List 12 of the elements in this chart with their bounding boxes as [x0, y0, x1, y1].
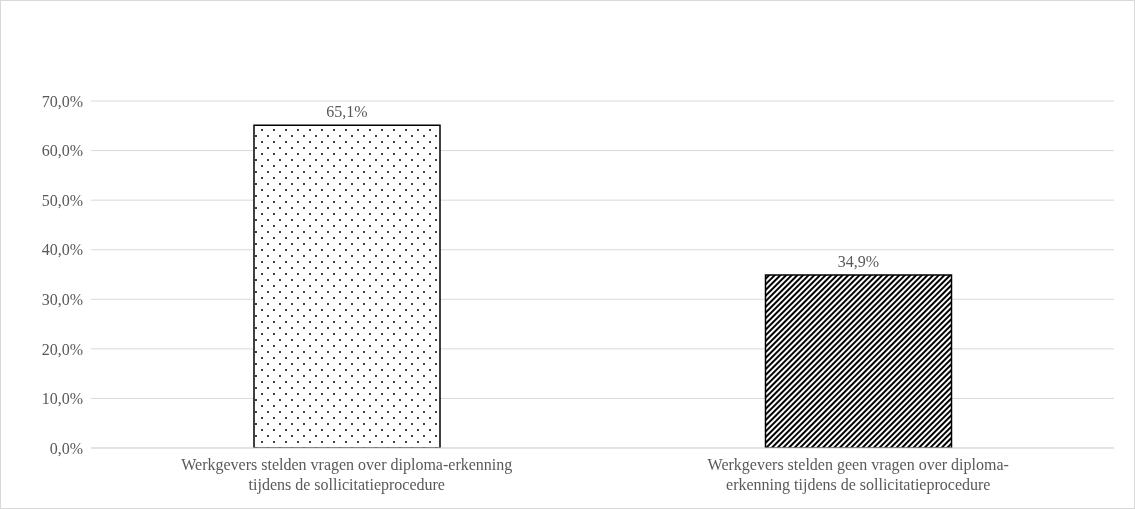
y-tick-label: 10,0% [41, 390, 83, 408]
y-tick-label: 20,0% [41, 340, 83, 358]
y-tick-label: 60,0% [41, 142, 83, 160]
y-tick-label: 30,0% [41, 290, 83, 308]
y-tick-label: 0,0% [49, 439, 83, 457]
data-label: 65,1% [326, 103, 368, 121]
x-tick-label: Werkgevers stelden geen vragen over diploma-erkenning tijdens de sollicitatieprocedure [707, 456, 1009, 494]
x-tick-label: Werkgevers stelden vragen over diploma-erkenning tijdens de sollicitatieprocedure [181, 456, 513, 494]
y-tick-label: 70,0% [41, 92, 83, 110]
data-label: 34,9% [837, 253, 880, 270]
y-tick-label: 50,0% [41, 191, 83, 209]
y-tick-label: 40,0% [41, 241, 83, 259]
